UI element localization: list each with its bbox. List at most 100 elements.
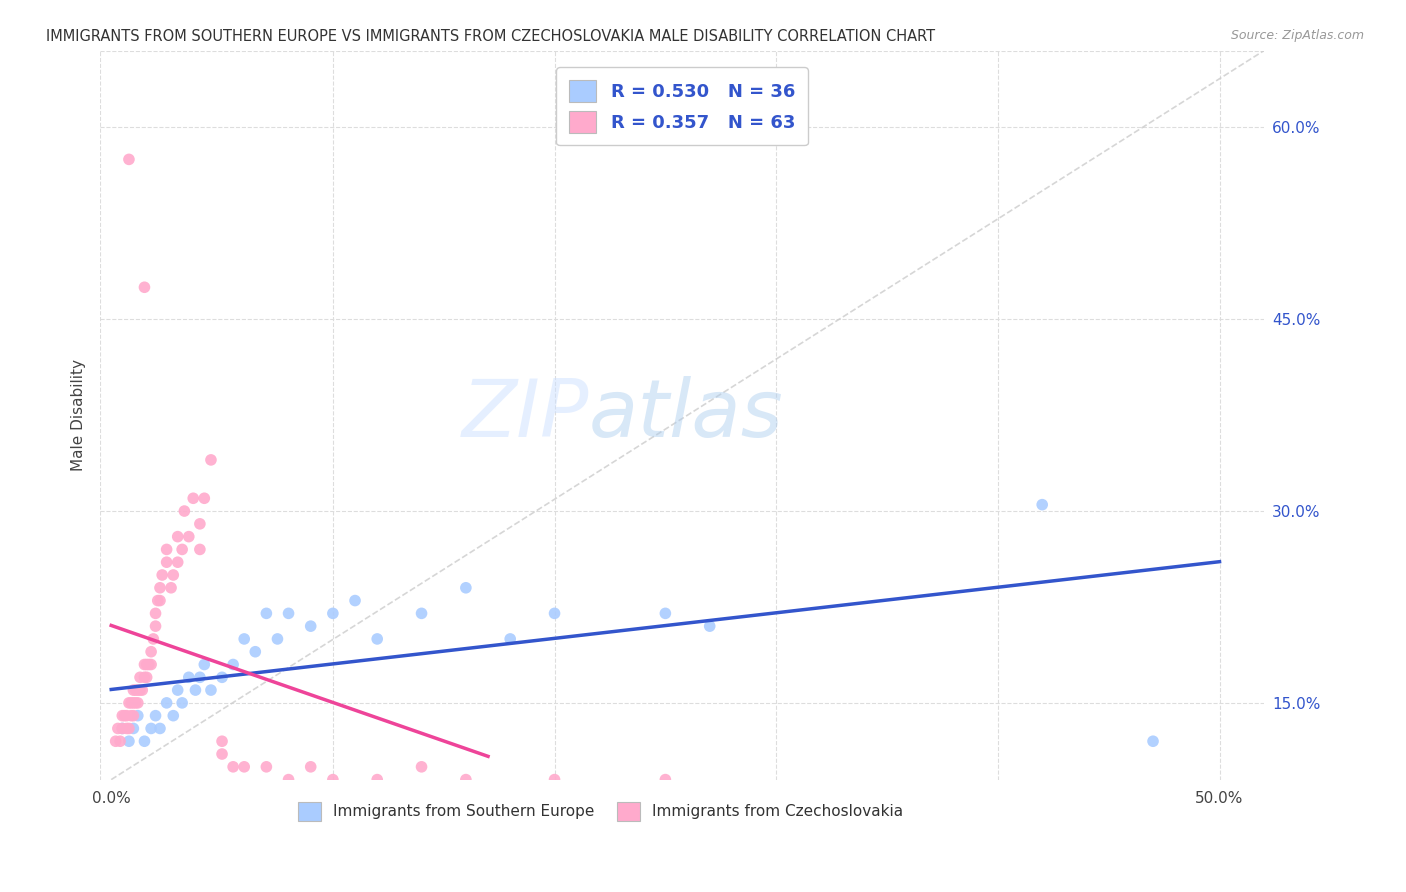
Point — [166, 555, 188, 569]
Point — [233, 760, 256, 774]
Point — [104, 734, 127, 748]
Text: Source: ZipAtlas.com: Source: ZipAtlas.com — [1230, 29, 1364, 42]
Point — [115, 708, 138, 723]
Point — [124, 683, 146, 698]
Point — [233, 632, 256, 646]
Point — [122, 708, 145, 723]
Point — [134, 280, 156, 294]
Point — [344, 593, 367, 607]
Point — [193, 657, 215, 672]
Point — [142, 632, 165, 646]
Point — [543, 607, 565, 621]
Point — [699, 619, 721, 633]
Point — [172, 696, 194, 710]
Point — [181, 491, 204, 506]
Point — [366, 772, 388, 787]
Point — [188, 516, 211, 531]
Point — [454, 581, 477, 595]
Text: IMMIGRANTS FROM SOUTHERN EUROPE VS IMMIGRANTS FROM CZECHOSLOVAKIA MALE DISABILIT: IMMIGRANTS FROM SOUTHERN EUROPE VS IMMIG… — [46, 29, 935, 44]
Point — [134, 734, 156, 748]
Text: atlas: atlas — [589, 376, 783, 454]
Point — [654, 607, 676, 621]
Point — [114, 708, 136, 723]
Point — [166, 530, 188, 544]
Point — [277, 772, 299, 787]
Point — [139, 645, 162, 659]
Point — [254, 607, 277, 621]
Point — [149, 722, 172, 736]
Point — [211, 747, 233, 761]
Point — [200, 453, 222, 467]
Point — [111, 708, 134, 723]
Point — [145, 607, 167, 621]
Point — [166, 683, 188, 698]
Point — [411, 607, 433, 621]
Point — [1142, 734, 1164, 748]
Point — [120, 696, 142, 710]
Point — [129, 683, 152, 698]
Point — [266, 632, 288, 646]
Point — [111, 722, 134, 736]
Point — [149, 593, 172, 607]
Point — [131, 683, 153, 698]
Point — [139, 722, 162, 736]
Point — [322, 607, 344, 621]
Point — [160, 581, 183, 595]
Legend: Immigrants from Southern Europe, Immigrants from Czechoslovakia: Immigrants from Southern Europe, Immigra… — [291, 796, 910, 827]
Point — [173, 504, 195, 518]
Text: ZIP: ZIP — [461, 376, 589, 454]
Point — [122, 696, 145, 710]
Point — [122, 722, 145, 736]
Point — [211, 670, 233, 684]
Point — [222, 657, 245, 672]
Point — [146, 593, 169, 607]
Point — [156, 696, 179, 710]
Point — [454, 772, 477, 787]
Point — [277, 607, 299, 621]
Point — [127, 708, 149, 723]
Point — [499, 632, 522, 646]
Point — [200, 683, 222, 698]
Point — [150, 568, 173, 582]
Point — [118, 722, 141, 736]
Point — [134, 670, 156, 684]
Point — [134, 657, 156, 672]
Point — [145, 619, 167, 633]
Point — [177, 670, 200, 684]
Point — [127, 696, 149, 710]
Point — [193, 491, 215, 506]
Point — [135, 657, 157, 672]
Point — [184, 683, 207, 698]
Point — [188, 542, 211, 557]
Point — [115, 722, 138, 736]
Point — [211, 734, 233, 748]
Point — [222, 760, 245, 774]
Point — [118, 734, 141, 748]
Point — [654, 772, 676, 787]
Point — [188, 670, 211, 684]
Point — [138, 657, 160, 672]
Point — [322, 772, 344, 787]
Point — [127, 683, 149, 698]
Point — [129, 670, 152, 684]
Point — [162, 568, 184, 582]
Point — [122, 683, 145, 698]
Point — [135, 670, 157, 684]
Point — [177, 530, 200, 544]
Point — [139, 657, 162, 672]
Point — [254, 760, 277, 774]
Point — [366, 632, 388, 646]
Point — [120, 708, 142, 723]
Point — [107, 722, 129, 736]
Point — [156, 555, 179, 569]
Y-axis label: Male Disability: Male Disability — [72, 359, 86, 471]
Point — [145, 708, 167, 723]
Point — [172, 542, 194, 557]
Point — [118, 696, 141, 710]
Point — [111, 722, 134, 736]
Point — [149, 581, 172, 595]
Point — [118, 153, 141, 167]
Point — [1031, 498, 1053, 512]
Point — [245, 645, 267, 659]
Point — [411, 760, 433, 774]
